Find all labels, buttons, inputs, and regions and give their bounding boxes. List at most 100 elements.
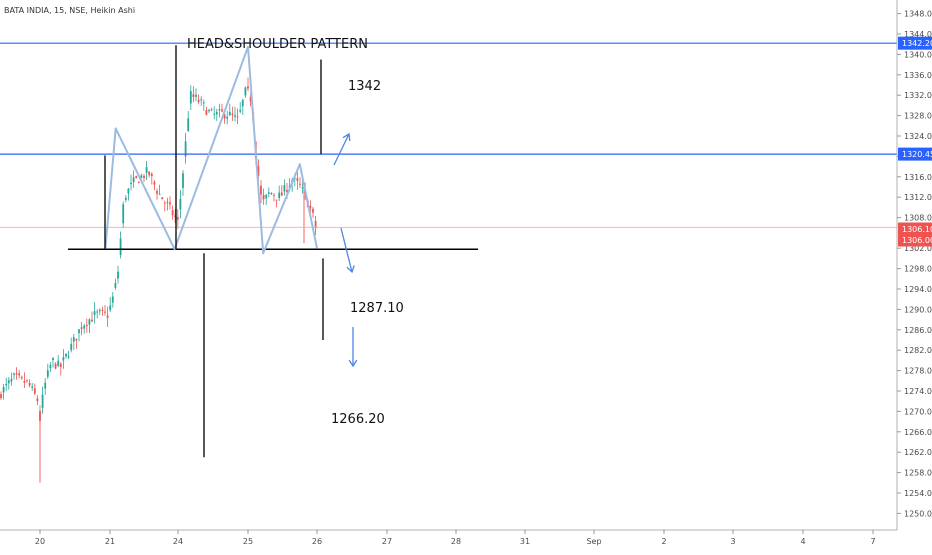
time-tick-label: 26 [312, 537, 322, 546]
candle-body [62, 357, 65, 361]
candle-body [189, 91, 192, 104]
candle-body [18, 373, 21, 376]
price-axis[interactable]: 1348.00 1344.00 1340.00 1336.00 1332.00 1328.… [896, 0, 932, 530]
price-tick-label: 1332.00 [904, 91, 932, 100]
arrow-down-1-head [346, 265, 355, 274]
candle-body [273, 194, 275, 196]
candle-body [202, 102, 205, 104]
candle-body [283, 185, 286, 192]
candle-body [23, 380, 26, 383]
arrow-down-2-head [348, 359, 358, 368]
candle-body [280, 192, 283, 196]
candle-body [57, 360, 60, 366]
candle-body [137, 182, 140, 184]
price-tick-label: 1344.00 [904, 30, 932, 39]
candle-body [200, 99, 203, 101]
drawings[interactable] [68, 45, 478, 458]
candle-body [119, 238, 122, 256]
price-tick-label: 1274.00 [904, 387, 932, 396]
candle-body [218, 109, 221, 111]
candle-body [5, 383, 8, 386]
price-tag [898, 36, 932, 50]
candle-body [75, 338, 78, 341]
price-tag-label: 1320.45 [902, 150, 932, 159]
price-tag [898, 147, 932, 161]
candle-body [106, 315, 109, 318]
candle-body [67, 356, 70, 358]
chart-title: BATA INDIA, 15, NSE, Heikin Ashi [4, 6, 135, 15]
annotation-text: 1342 [348, 79, 381, 94]
price-tick-label: 1316.00 [904, 173, 932, 182]
price-tag-label: 1306.10 [902, 225, 932, 234]
candle-body [96, 311, 99, 313]
candle-body [46, 370, 49, 377]
candle-body [208, 110, 210, 112]
candle-body [309, 205, 312, 208]
candle-body [54, 363, 57, 369]
price-tick-label: 1286.00 [904, 326, 932, 335]
candle-body [41, 394, 44, 408]
time-tick-label: 4 [800, 537, 805, 546]
candle-body [122, 204, 125, 224]
candle-body [210, 109, 213, 111]
candle-body [236, 116, 239, 118]
price-tick-label: 1270.00 [904, 407, 932, 416]
candle-body [20, 377, 23, 379]
price-tick-label: 1336.00 [904, 71, 932, 80]
candle-body [101, 309, 104, 311]
candle-body [85, 324, 88, 327]
candle-body [179, 198, 182, 210]
candle-body [182, 173, 184, 188]
candle-body [78, 329, 80, 334]
candle-body [109, 305, 112, 311]
time-tick-label: 27 [382, 537, 392, 546]
candle-body [228, 111, 231, 116]
time-axis[interactable]: 20 21 24 25 26 27 28 31 Sep 2 3 4 7 [0, 529, 897, 546]
candle-body [36, 398, 39, 402]
time-tick-label: 20 [35, 537, 45, 546]
price-tick-label: 1290.00 [904, 305, 932, 314]
candle-body [226, 116, 229, 119]
candle-body [223, 114, 226, 119]
candle-body [257, 166, 260, 177]
price-tick-label: 1308.00 [904, 214, 932, 223]
candle-body [312, 208, 314, 213]
price-tick-label: 1328.00 [904, 112, 932, 121]
candle-body [275, 199, 278, 201]
candle-body [213, 113, 216, 115]
candle-body [163, 202, 166, 204]
price-tick-label: 1312.00 [904, 193, 932, 202]
candle-body [31, 386, 34, 388]
candle-body [195, 94, 197, 97]
time-tick-label: Sep [586, 537, 601, 546]
candle-body [127, 188, 130, 194]
time-tick-label: 7 [870, 537, 875, 546]
price-tick-label: 1302.00 [904, 244, 932, 253]
time-tick-label: 24 [173, 537, 183, 546]
price-tick-label: 1266.00 [904, 428, 932, 437]
annotation-text: 1287.10 [350, 301, 404, 316]
price-tick-label: 1258.00 [904, 469, 932, 478]
annotations: HEAD&SHOULDER PATTERN 1342 1287.10 1266.20 [187, 37, 404, 427]
candle-body [299, 183, 301, 185]
candle-body [184, 141, 187, 157]
candle-body [135, 175, 138, 178]
price-tags: 1342.20 1320.45 1306.10 1306.00 [898, 36, 932, 247]
candle-body [49, 365, 52, 369]
time-tick-label: 3 [730, 537, 735, 546]
candle-body [70, 343, 73, 351]
candle-body [72, 337, 75, 342]
candle-body [169, 202, 171, 205]
arrow-down-1 [340, 227, 353, 273]
candle-body [98, 310, 101, 312]
candle-body [104, 311, 106, 313]
candle-body [314, 220, 317, 229]
price-tick-label: 1250.00 [904, 509, 932, 518]
candle-body [93, 311, 96, 315]
candle-body [91, 319, 93, 322]
annotation-text: HEAD&SHOULDER PATTERN [187, 37, 368, 52]
level-lines[interactable] [0, 42, 897, 228]
candle-body [132, 177, 135, 183]
